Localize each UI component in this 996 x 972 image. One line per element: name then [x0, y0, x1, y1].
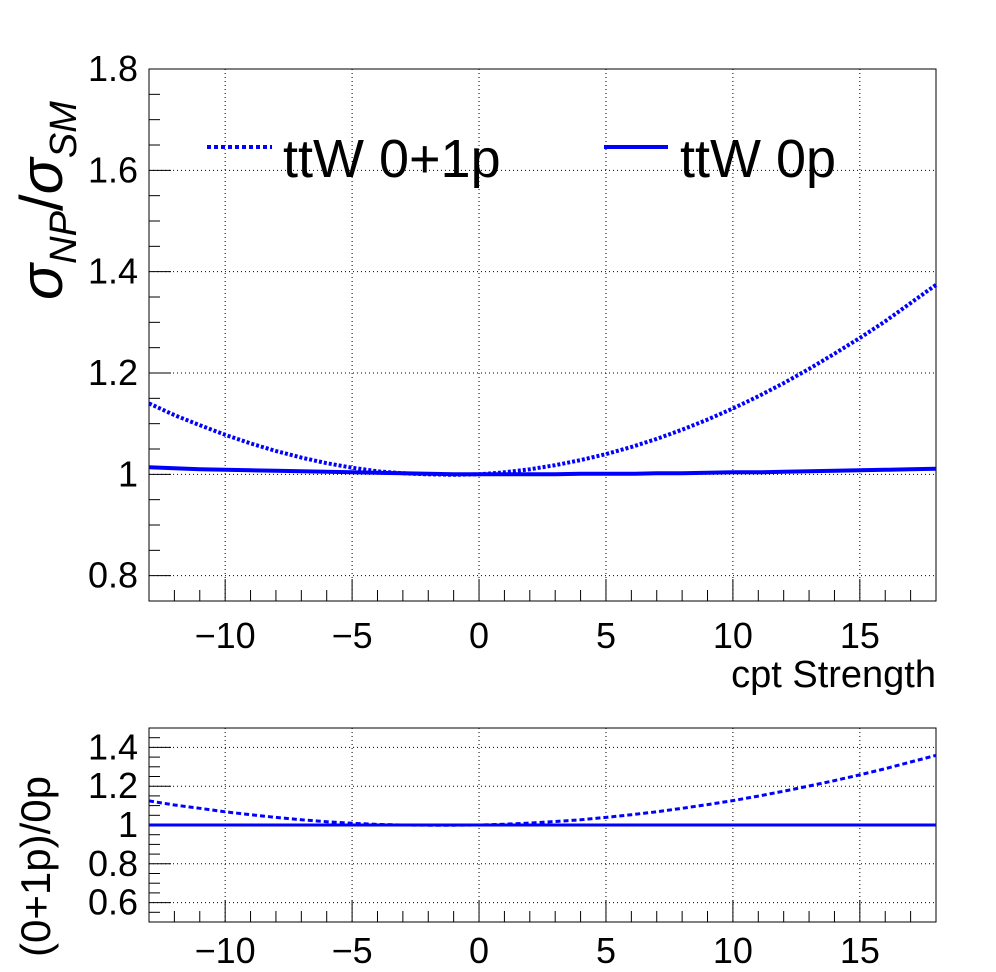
y-title-sigma-num: σ [8, 261, 75, 300]
main-xtick-labels: −10 −5 0 5 10 15 [195, 615, 880, 656]
main-y-tick-label: 1.6 [88, 149, 138, 190]
ratio-y-tick-label: 1.4 [88, 726, 138, 767]
main-y-tick-label: 1.2 [88, 352, 138, 393]
y-title-slash: / [8, 194, 75, 211]
y-title-sigma-den: σ [8, 155, 75, 194]
main-panel: −10 −5 0 5 10 15 0.8 1 1.2 1.4 1.6 1.8 cpt Strengt… [8, 48, 938, 696]
main-x-tick-label: −5 [332, 615, 373, 656]
ratio-x-tick-label: 0 [469, 930, 489, 971]
main-x-tick-label: 10 [713, 615, 753, 656]
main-y-tick-label: 1 [118, 453, 138, 494]
ratio-x-tick-label: −5 [332, 930, 373, 971]
legend-label-ttw-0p: ttW 0p [680, 129, 836, 189]
ratio-x-tick-label: 5 [596, 930, 616, 971]
ratio-ytick-labels: 0.60.811.21.4 [88, 726, 138, 922]
main-series [148, 283, 938, 477]
main-ytick-labels: 0.8 1 1.2 1.4 1.6 1.8 [88, 48, 138, 596]
ratio-series-dotted-line [148, 753, 937, 827]
main-x-tick-label: 15 [840, 615, 880, 656]
ratio-panel: −10 −5 0 5 10 15 0.60.811.21.4 (0+1p)/0p [12, 726, 937, 971]
legend-label-ttw-0-1p: ttW 0+1p [283, 129, 501, 189]
main-x-tick-label: −10 [195, 615, 256, 656]
main-x-tick-label: 5 [596, 615, 616, 656]
main-y-tick-label: 1.4 [88, 251, 138, 292]
main-x-axis-title: cpt Strength [731, 654, 936, 696]
ratio-xtick-labels: −10 −5 0 5 10 15 [195, 930, 880, 971]
ratio-y-tick-label: 0.6 [88, 882, 138, 923]
main-y-axis-title: σNP/σSM [8, 101, 85, 300]
ratio-y-tick-label: 0.8 [88, 843, 138, 884]
ratio-x-tick-label: −10 [195, 930, 256, 971]
y-title-sub-sm: SM [43, 101, 85, 158]
main-y-tick-label: 0.8 [88, 555, 138, 596]
ratio-y-tick-label: 1 [118, 804, 138, 845]
y-title-sub-np: NP [43, 210, 85, 263]
ratio-y-tick-label: 1.2 [88, 765, 138, 806]
main-x-tick-label: 0 [469, 615, 489, 656]
main-y-tick-label: 1.8 [88, 48, 138, 89]
ratio-ticks [148, 727, 937, 923]
main-series-solid-line [148, 465, 937, 477]
ratio-series [148, 753, 937, 827]
legend: ttW 0+1p ttW 0p [207, 129, 836, 189]
main-plot-frame [148, 68, 937, 602]
ratio-x-tick-label: 15 [840, 930, 880, 971]
ratio-y-axis-title: (0+1p)/0p [12, 776, 59, 957]
main-series-dotted-line [148, 283, 938, 477]
ratio-x-tick-label: 10 [713, 930, 753, 971]
main-grid [149, 68, 936, 601]
